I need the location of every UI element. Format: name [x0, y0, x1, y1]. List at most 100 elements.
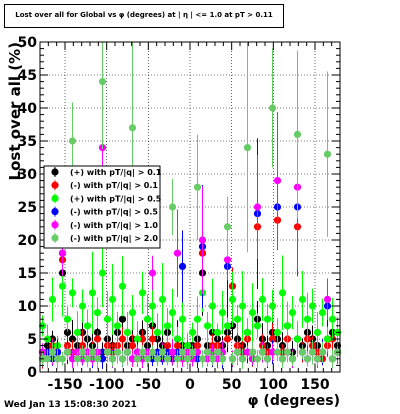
- data-point: [58, 282, 67, 290]
- data-point: [223, 223, 232, 231]
- data-point: [198, 236, 207, 244]
- y-tick-label: 50: [18, 35, 38, 51]
- data-point: [278, 355, 287, 363]
- x-tick-label: 50: [222, 377, 242, 393]
- data-point: [183, 355, 192, 363]
- x-tick-label: -50: [136, 377, 162, 393]
- data-point: [53, 355, 62, 363]
- legend-label: (-) with pT/|q| > 2.0: [70, 234, 158, 243]
- data-point: [78, 348, 87, 356]
- data-point: [98, 269, 107, 277]
- data-point: [48, 348, 57, 356]
- data-point: [148, 302, 157, 310]
- y-tick-label: 0: [27, 365, 37, 381]
- y-tick-label: 25: [18, 200, 37, 216]
- data-point: [208, 302, 217, 310]
- data-point: [238, 355, 247, 363]
- data-point: [323, 150, 332, 158]
- data-point: [168, 309, 177, 317]
- y-tick-label: 15: [18, 266, 37, 282]
- data-point: [98, 355, 107, 363]
- data-point: [253, 203, 262, 211]
- data-point: [178, 262, 187, 270]
- data-point: [128, 342, 137, 350]
- data-point: [283, 348, 292, 356]
- data-point: [303, 315, 312, 323]
- data-point: [228, 295, 237, 303]
- data-point: [168, 203, 177, 211]
- data-point: [258, 295, 267, 303]
- data-point: [283, 322, 292, 330]
- data-point: [303, 355, 312, 363]
- data-point: [143, 315, 152, 323]
- x-axis-label: φ (degrees): [248, 393, 340, 409]
- data-point: [108, 295, 117, 303]
- data-point: [288, 309, 297, 317]
- series-5: [38, 42, 342, 369]
- data-point: [68, 335, 77, 343]
- data-point: [138, 348, 147, 356]
- data-point: [268, 335, 277, 343]
- series-2: [38, 238, 342, 359]
- data-point: [173, 355, 182, 363]
- data-point: [63, 348, 72, 356]
- data-point: [213, 348, 222, 356]
- data-point: [248, 309, 257, 317]
- data-point: [68, 289, 77, 297]
- data-point: [83, 322, 92, 330]
- data-point: [138, 289, 147, 297]
- x-tick-label: 0: [185, 377, 195, 393]
- data-point: [173, 249, 182, 257]
- data-point: [88, 348, 97, 356]
- data-point: [238, 302, 247, 310]
- data-point: [113, 322, 122, 330]
- data-point: [48, 295, 57, 303]
- legend-label: (+) with pT/|q| > 0.5: [70, 194, 162, 203]
- data-point: [278, 289, 287, 297]
- data-point: [103, 348, 112, 356]
- data-point: [108, 355, 117, 363]
- data-point: [138, 335, 147, 343]
- data-point: [178, 348, 187, 356]
- data-point: [273, 348, 282, 356]
- data-point: [153, 355, 162, 363]
- legend: (+) with pT/|q| > 0.1 (-) with pT/|q| > 0…: [43, 165, 162, 249]
- data-point: [118, 335, 127, 343]
- data-point: [208, 355, 217, 363]
- legend-label: (-) with pT/|q| > 0.1: [70, 181, 158, 190]
- data-point: [218, 348, 227, 356]
- data-point: [68, 137, 77, 145]
- y-tick-label: 10: [18, 299, 38, 315]
- data-point: [233, 348, 242, 356]
- legend-marker: [51, 181, 59, 189]
- data-point: [73, 355, 82, 363]
- data-point: [73, 328, 82, 336]
- data-point: [318, 348, 327, 356]
- data-point: [223, 256, 232, 264]
- x-tick-label: -150: [47, 377, 82, 393]
- data-point: [163, 355, 172, 363]
- data-point: [218, 355, 227, 363]
- data-point: [63, 328, 72, 336]
- data-point: [98, 78, 107, 86]
- y-tick-label: 45: [18, 68, 37, 84]
- data-point: [148, 348, 157, 356]
- data-point: [223, 335, 232, 343]
- data-point: [123, 328, 132, 336]
- data-point: [218, 309, 227, 317]
- y-tick-label: 40: [18, 101, 38, 117]
- data-point: [188, 328, 197, 336]
- data-point: [203, 348, 212, 356]
- data-point: [228, 355, 237, 363]
- chart-title: Lost over all for Global vs φ (degrees) …: [15, 11, 273, 19]
- data-point: [233, 315, 242, 323]
- data-point: [93, 335, 102, 343]
- data-point: [88, 289, 97, 297]
- data-point: [93, 355, 102, 363]
- data-point: [298, 295, 307, 303]
- legend-label: (+) with pT/|q| > 0.1: [70, 168, 162, 177]
- data-point: [128, 124, 137, 132]
- data-point: [148, 335, 157, 343]
- data-point: [293, 335, 302, 343]
